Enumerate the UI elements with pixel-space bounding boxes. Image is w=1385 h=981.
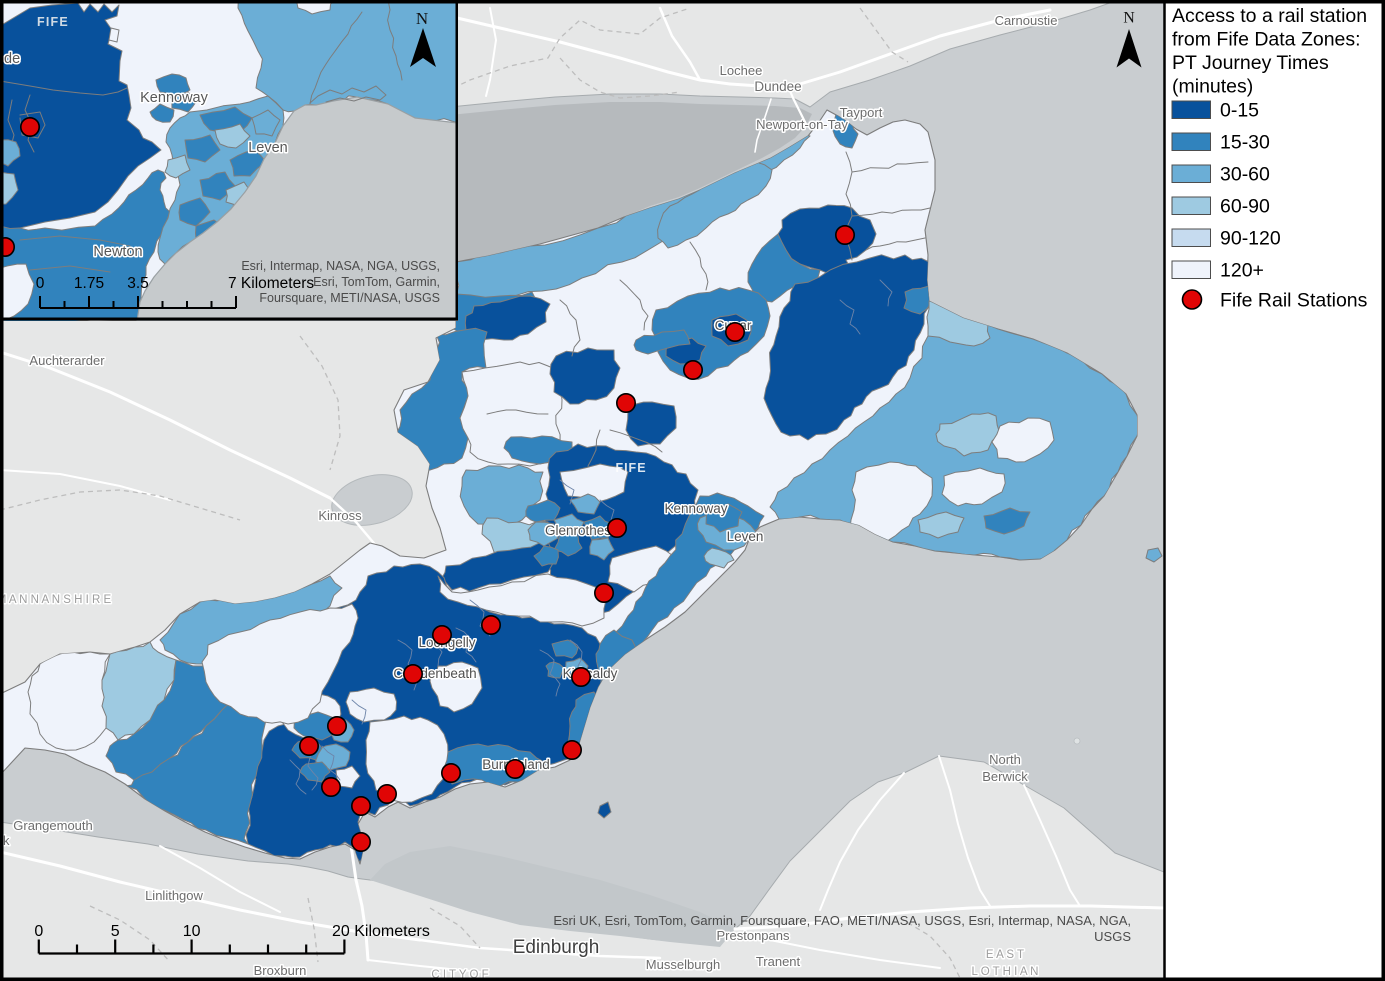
svg-text:5: 5 [111, 923, 120, 940]
svg-text:FIFE: FIFE [615, 461, 646, 475]
svg-text:L O T H I A N: L O T H I A N [972, 966, 1039, 978]
svg-text:Kennoway: Kennoway [664, 501, 727, 516]
svg-text:Newton: Newton [93, 244, 142, 260]
svg-text:60-90: 60-90 [1220, 196, 1270, 218]
svg-text:from Fife Data Zones:: from Fife Data Zones: [1172, 29, 1361, 51]
svg-text:Leven: Leven [248, 140, 288, 156]
svg-text:M A N N A N S H I R E: M A N N A N S H I R E [0, 594, 112, 606]
svg-text:Dundee: Dundee [754, 79, 801, 94]
svg-text:10: 10 [183, 923, 201, 940]
svg-text:Fife Rail Stations: Fife Rail Stations [1220, 290, 1368, 312]
svg-text:3.5: 3.5 [127, 275, 149, 292]
svg-text:de: de [4, 51, 20, 67]
svg-text:N: N [1123, 10, 1135, 27]
svg-text:k: k [3, 833, 10, 848]
svg-text:1.75: 1.75 [74, 275, 104, 292]
svg-text:Grangemouth: Grangemouth [13, 818, 93, 833]
svg-text:North: North [989, 752, 1021, 767]
svg-text:Carnoustie: Carnoustie [995, 13, 1058, 28]
svg-text:Lochee: Lochee [720, 63, 763, 78]
svg-text:0: 0 [36, 275, 45, 292]
svg-text:Access to a rail station: Access to a rail station [1172, 5, 1367, 27]
svg-text:N: N [416, 9, 428, 28]
svg-text:Glenrothes: Glenrothes [545, 523, 611, 538]
svg-text:Newport-on-Tay: Newport-on-Tay [756, 117, 848, 132]
svg-text:20 Kilometers: 20 Kilometers [332, 923, 430, 940]
svg-text:Edinburgh: Edinburgh [513, 937, 600, 958]
svg-text:FIFE: FIFE [37, 15, 69, 29]
svg-text:Berwick: Berwick [982, 769, 1028, 784]
svg-text:USGS: USGS [1094, 929, 1131, 944]
svg-text:Prestonpans: Prestonpans [717, 928, 790, 943]
svg-text:E A S T: E A S T [986, 949, 1024, 961]
svg-text:Tranent: Tranent [756, 954, 801, 969]
svg-text:Esri UK, Esri, TomTom, Garmin,: Esri UK, Esri, TomTom, Garmin, Foursquar… [553, 913, 1131, 928]
svg-text:Leven: Leven [727, 529, 764, 544]
svg-text:120+: 120+ [1220, 260, 1264, 282]
svg-text:Broxburn: Broxburn [254, 963, 307, 978]
svg-text:Esri, TomTom, Garmin,: Esri, TomTom, Garmin, [313, 275, 440, 289]
svg-text:Foursquare, METI/NASA, USGS: Foursquare, METI/NASA, USGS [259, 291, 440, 305]
svg-text:Kennoway: Kennoway [140, 90, 208, 106]
svg-text:7 Kilometers: 7 Kilometers [228, 275, 314, 292]
svg-text:30-60: 30-60 [1220, 164, 1270, 186]
svg-text:Musselburgh: Musselburgh [646, 957, 720, 972]
svg-text:PT Journey Times: PT Journey Times [1172, 52, 1329, 74]
svg-text:Tayport: Tayport [840, 105, 883, 120]
svg-text:0-15: 0-15 [1220, 100, 1259, 122]
svg-text:15-30: 15-30 [1220, 132, 1270, 154]
svg-text:90-120: 90-120 [1220, 228, 1281, 250]
svg-text:0: 0 [34, 923, 43, 940]
svg-text:Linlithgow: Linlithgow [145, 888, 203, 903]
svg-text:Kinross: Kinross [318, 508, 362, 523]
svg-text:Esri, Intermap, NASA, NGA, USG: Esri, Intermap, NASA, NGA, USGS, [241, 259, 440, 273]
svg-text:(minutes): (minutes) [1172, 76, 1253, 98]
svg-text:Auchterarder: Auchterarder [29, 353, 105, 368]
